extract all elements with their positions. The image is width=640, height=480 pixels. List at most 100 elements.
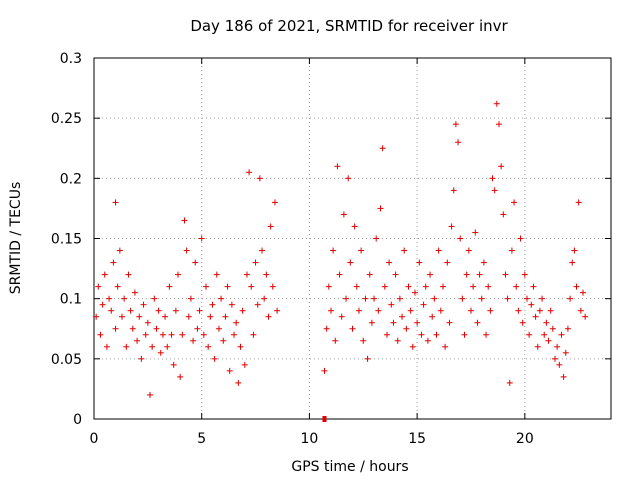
data-point: [573, 283, 580, 290]
data-point: [431, 295, 438, 302]
data-point: [450, 187, 457, 194]
data-point: [433, 331, 440, 338]
tick-labels: 0 5 10 15 20 0 0.05 0.1 0.15 0.2 0.25 0.3: [51, 51, 534, 447]
data-point: [476, 271, 483, 278]
data-point: [226, 367, 233, 374]
y-axis-label: SRMTID / TECUs: [8, 182, 24, 295]
data-point: [321, 367, 328, 374]
data-point: [360, 337, 367, 344]
y-tick-label: 0.1: [60, 292, 82, 308]
data-point: [567, 295, 574, 302]
data-point: [334, 163, 341, 170]
data-point: [183, 247, 190, 254]
data-point: [459, 295, 466, 302]
data-point: [250, 331, 257, 338]
data-point: [215, 325, 222, 332]
data-point: [439, 283, 446, 290]
data-point: [112, 199, 119, 206]
data-point: [192, 259, 199, 266]
data-point: [243, 271, 250, 278]
data-point: [181, 217, 188, 224]
data-point: [343, 295, 350, 302]
x-tick-label: 20: [516, 431, 534, 447]
data-point: [472, 229, 479, 236]
data-point: [435, 247, 442, 254]
data-point: [491, 187, 498, 194]
data-point: [267, 223, 274, 230]
y-tick-label: 0.3: [60, 51, 82, 67]
data-point: [383, 331, 390, 338]
data-point: [211, 355, 218, 362]
data-point: [467, 307, 474, 314]
x-tick-label: 10: [301, 431, 319, 447]
data-point: [97, 331, 104, 338]
data-point: [263, 271, 270, 278]
data-point: [177, 373, 184, 380]
data-point: [108, 307, 115, 314]
data-point: [541, 331, 548, 338]
data-point: [485, 283, 492, 290]
data-point: [554, 343, 561, 350]
data-point: [489, 175, 496, 182]
data-point: [248, 283, 255, 290]
data-point: [437, 307, 444, 314]
data-point: [95, 283, 102, 290]
data-point: [571, 247, 578, 254]
data-point: [351, 223, 358, 230]
plot-axes-frame: [93, 57, 612, 420]
data-point: [515, 307, 522, 314]
data-point: [399, 313, 406, 320]
data-point: [519, 319, 526, 326]
data-point: [366, 271, 373, 278]
data-point: [480, 259, 487, 266]
data-point: [327, 307, 334, 314]
data-point: [151, 295, 158, 302]
data-point: [155, 307, 162, 314]
data-point: [474, 319, 481, 326]
data-point: [203, 283, 210, 290]
data-point: [325, 283, 332, 290]
data-point: [144, 319, 151, 326]
data-point: [470, 283, 477, 290]
data-point: [508, 247, 515, 254]
y-tick-label: 0: [73, 412, 82, 428]
data-point: [164, 343, 171, 350]
data-point: [362, 295, 369, 302]
y-tick-label: 0.2: [60, 171, 82, 187]
data-point: [416, 259, 423, 266]
data-point: [345, 175, 352, 182]
data-point: [213, 271, 220, 278]
data-point: [526, 331, 533, 338]
x-tick-label: 5: [197, 431, 206, 447]
data-point: [168, 331, 175, 338]
data-point: [444, 259, 451, 266]
data-point: [338, 313, 345, 320]
data-point: [322, 416, 327, 422]
data-point: [246, 169, 253, 176]
data-point: [407, 307, 414, 314]
data-point: [119, 313, 126, 320]
data-point: [129, 325, 136, 332]
data-point: [379, 145, 386, 152]
data-point: [579, 289, 586, 296]
data-point: [381, 283, 388, 290]
data-point: [110, 259, 117, 266]
data-point: [93, 313, 100, 320]
data-point: [392, 271, 399, 278]
data-point: [121, 295, 128, 302]
data-point: [222, 313, 229, 320]
data-point: [442, 343, 449, 350]
data-point: [172, 307, 179, 314]
data-point: [323, 325, 330, 332]
data-point: [207, 313, 214, 320]
data-point: [252, 259, 259, 266]
data-point: [377, 205, 384, 212]
data-point: [368, 319, 375, 326]
data-point: [136, 313, 143, 320]
data-point: [116, 247, 123, 254]
data-point: [420, 301, 427, 308]
data-point: [112, 325, 119, 332]
data-point: [166, 283, 173, 290]
data-point: [483, 331, 490, 338]
data-point: [448, 223, 455, 230]
